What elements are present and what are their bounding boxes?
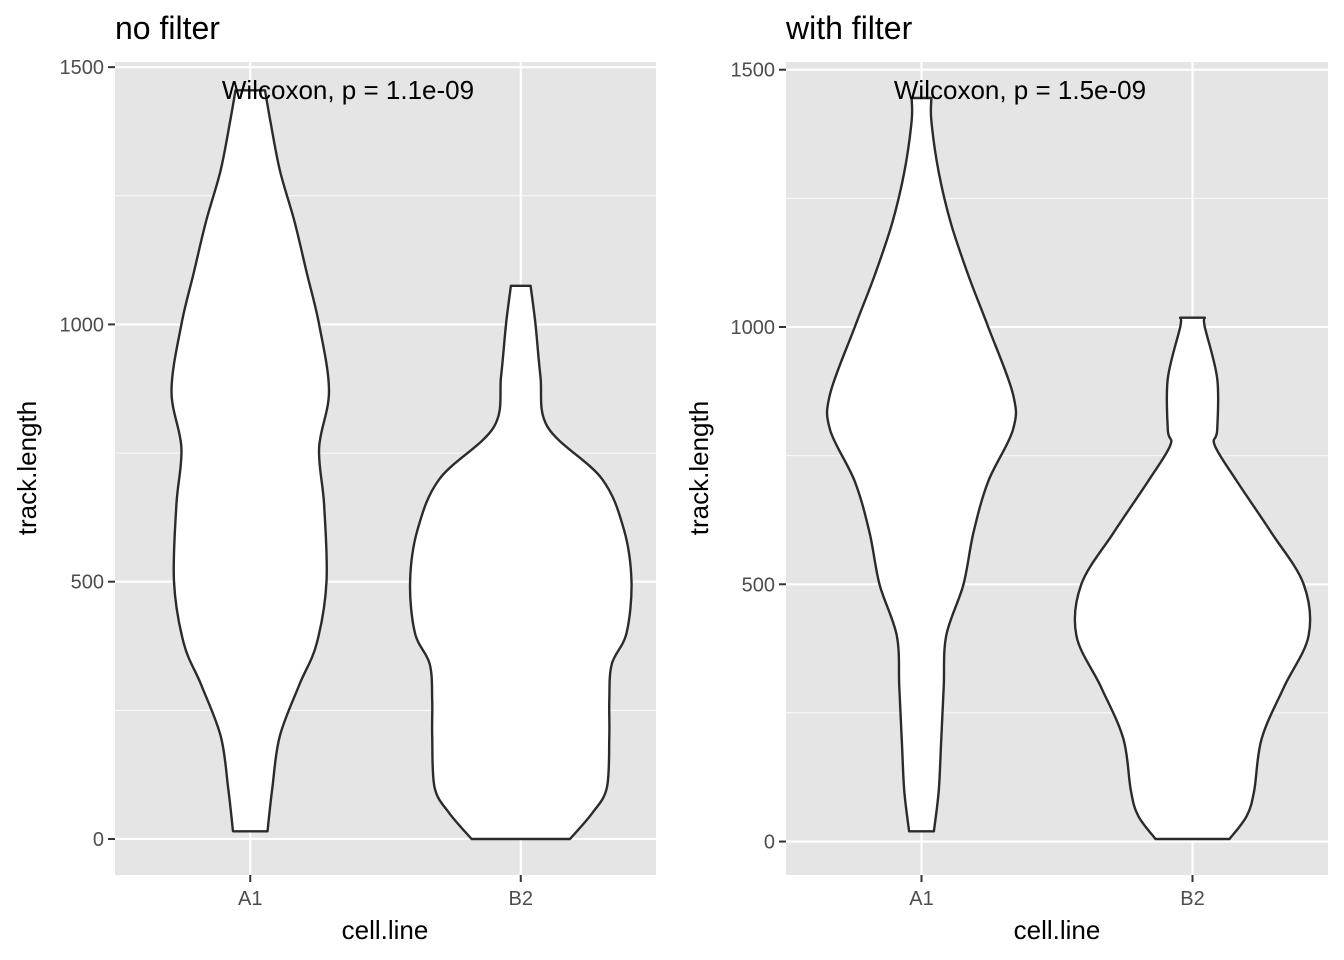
y-tick-label: 1500	[60, 57, 105, 79]
x-axis: A1 B2	[238, 875, 533, 910]
wilcoxon-annotation: Wilcoxon, p = 1.5e-09	[894, 75, 1146, 105]
y-tick-label: 0	[93, 829, 104, 851]
y-tick-label: 500	[742, 574, 775, 596]
wilcoxon-annotation: Wilcoxon, p = 1.1e-09	[222, 75, 474, 105]
x-axis: A1 B2	[909, 875, 1205, 910]
y-axis: 0 500 1000 1500	[60, 57, 115, 851]
y-axis: 0 500 1000 1500	[731, 60, 786, 854]
y-axis-title: track.length	[684, 401, 714, 535]
panel-title: with filter	[785, 10, 913, 46]
y-tick-label: 1000	[60, 314, 105, 336]
violin-layer	[825, 96, 1312, 841]
panel-title: no filter	[115, 10, 220, 46]
x-tick-label: B2	[509, 888, 533, 910]
violin-b2	[408, 284, 633, 841]
x-tick-label: A1	[909, 888, 933, 910]
y-tick-label: 1000	[731, 317, 776, 339]
x-tick-label: B2	[1180, 888, 1204, 910]
violin-a1	[170, 89, 331, 833]
y-axis-title: track.length	[12, 401, 42, 535]
violin-layer	[170, 89, 633, 841]
panel-left: no filter Wilcoxon, p = 1.1e-09 0 500 1000…	[12, 10, 656, 945]
panel-right: with filter Wilcoxon, p = 1.5e-09 0 500 10…	[684, 10, 1328, 945]
x-tick-label: A1	[238, 888, 262, 910]
y-tick-label: 500	[71, 572, 104, 594]
x-axis-title: cell.line	[1014, 915, 1101, 945]
violin-b2	[1073, 316, 1312, 841]
y-tick-label: 0	[764, 832, 775, 854]
y-tick-label: 1500	[731, 60, 776, 82]
x-axis-title: cell.line	[342, 915, 429, 945]
violin-a1	[825, 96, 1018, 833]
